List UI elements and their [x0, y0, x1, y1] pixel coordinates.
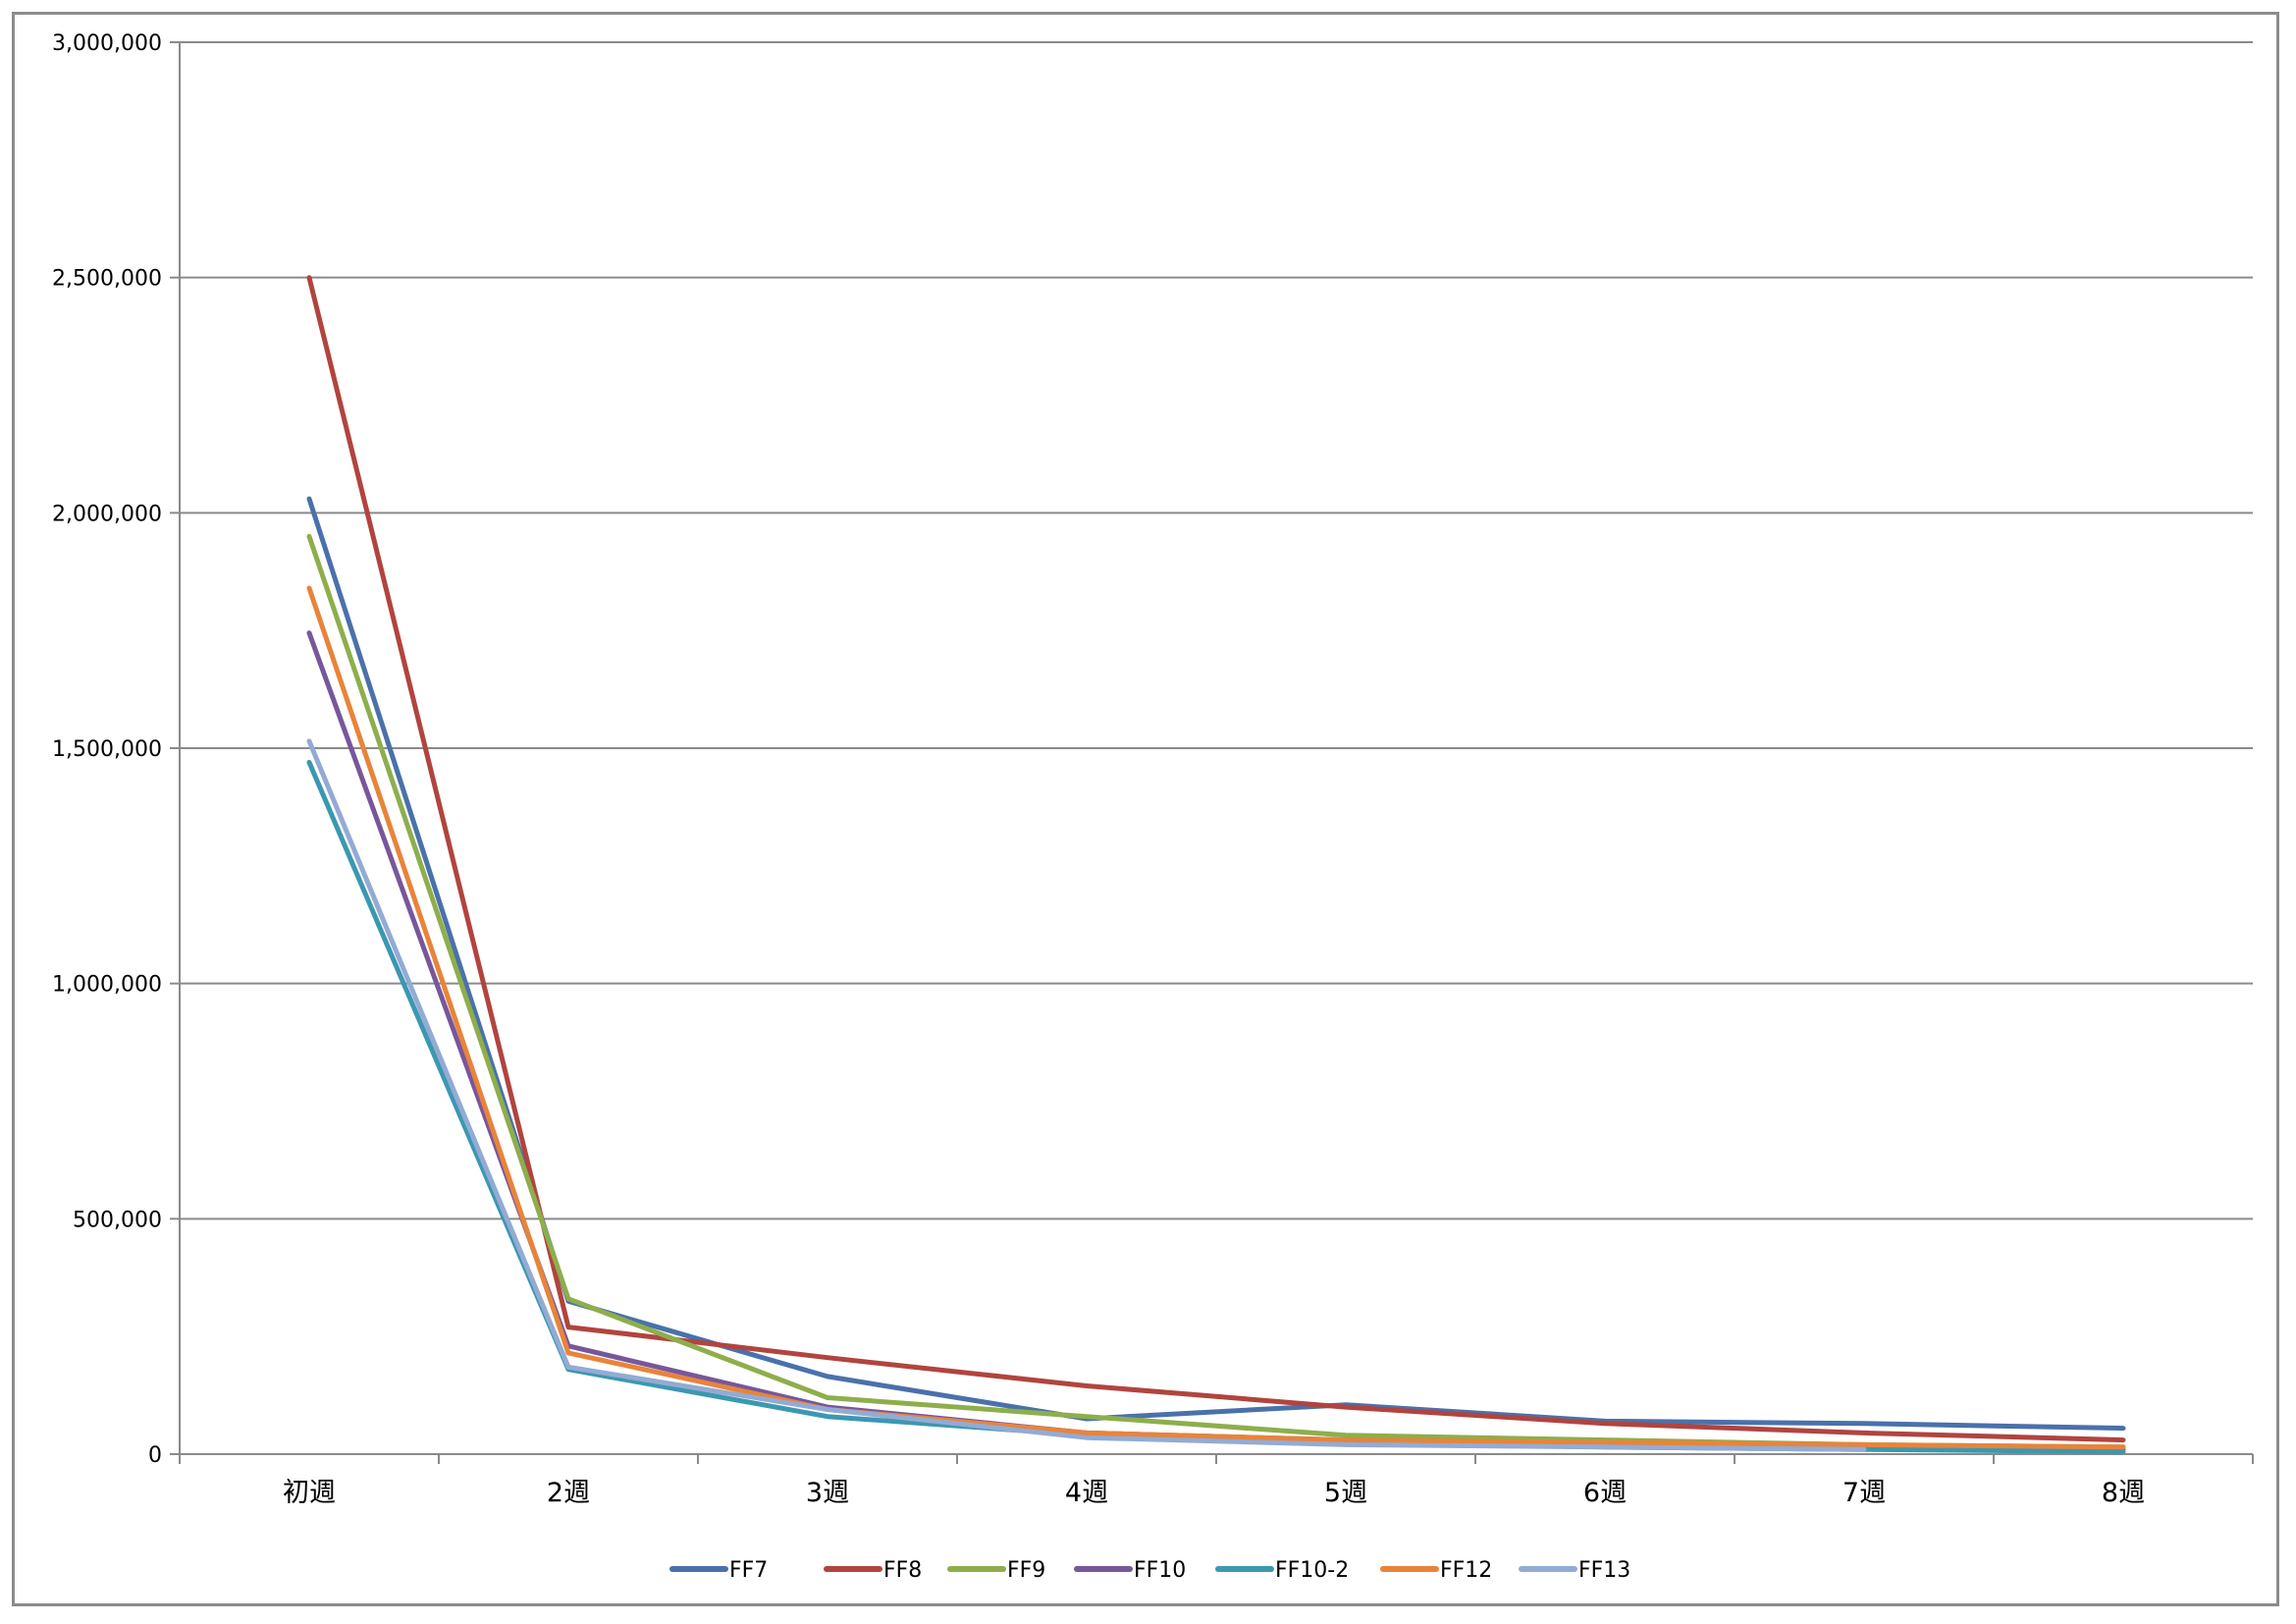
series-line-ff13 — [306, 738, 1867, 1452]
legend: FF7 FF8 FF9 FF10 FF10-2 FF12 FF13 — [669, 1558, 1630, 1583]
series-lines — [306, 275, 2126, 1455]
x-tick-label: 2週 — [547, 1478, 590, 1508]
y-tick-label: 500,000 — [73, 1208, 162, 1232]
legend-label: FF7 — [729, 1558, 768, 1583]
y-tick-label: 2,500,000 — [52, 267, 162, 292]
x-tick-label: 6週 — [1583, 1478, 1627, 1508]
chart-frame: 0 500,000 1,000,000 1,500,000 2,000,000 2,500… — [12, 12, 2279, 1606]
x-tick-label: 初週 — [283, 1478, 336, 1508]
legend-label: FF12 — [1440, 1558, 1492, 1583]
legend-label: FF9 — [1007, 1558, 1045, 1583]
x-tick-label: 5週 — [1324, 1478, 1367, 1508]
y-tick-label: 1,500,000 — [52, 737, 162, 762]
y-axis-ticks: 0 500,000 1,000,000 1,500,000 2,000,000 2,500… — [52, 31, 180, 1468]
y-tick-label: 0 — [148, 1443, 162, 1468]
legend-label: FF13 — [1578, 1558, 1630, 1583]
legend-label: FF10-2 — [1275, 1558, 1349, 1583]
x-tick-label: 8週 — [2102, 1478, 2145, 1508]
series-line-ff7 — [306, 496, 2126, 1432]
series-line-ff8 — [306, 275, 2126, 1443]
series-line-ff12 — [306, 585, 2126, 1450]
series-line-ff9 — [306, 533, 2126, 1450]
y-tick-label: 3,000,000 — [52, 31, 162, 56]
y-tick-label: 2,000,000 — [52, 502, 162, 526]
y-tick-label: 1,000,000 — [52, 973, 162, 998]
legend-label: FF10 — [1134, 1558, 1186, 1583]
legend-label: FF8 — [883, 1558, 922, 1583]
x-tick-label: 3週 — [806, 1478, 849, 1508]
x-axis-ticks: 初週 2週 3週 4週 5週 6週 7週 8週 — [179, 1454, 2254, 1508]
x-tick-label: 7週 — [1842, 1478, 1886, 1508]
x-tick-label: 4週 — [1065, 1478, 1108, 1508]
line-chart: 0 500,000 1,000,000 1,500,000 2,000,000 2,500… — [52, 31, 2254, 1583]
gridlines — [180, 41, 2253, 1220]
